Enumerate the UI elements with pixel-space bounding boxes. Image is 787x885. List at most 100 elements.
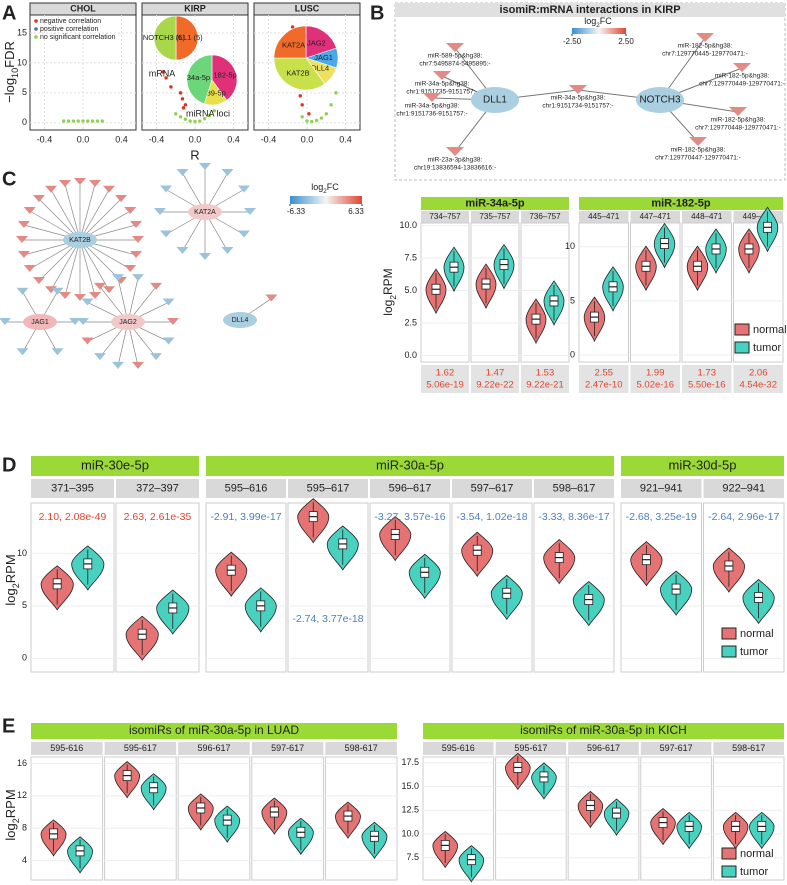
point	[300, 115, 304, 119]
isomir-node	[733, 63, 751, 72]
y-tick-label: 10.0	[401, 828, 419, 838]
y-axis-title: log2RPM	[381, 268, 398, 315]
mirna-node	[167, 318, 179, 325]
isomir-node	[446, 147, 464, 156]
x-tick-label: 0.4	[227, 134, 240, 144]
pie-slice	[273, 57, 326, 91]
mirna-node	[124, 207, 137, 214]
stat-label: 5.50e-16	[688, 380, 726, 391]
x-tick-label: 0.0	[301, 134, 314, 144]
facet-title: KIRP	[184, 3, 206, 13]
facet-panel	[567, 756, 640, 881]
facet-strip	[568, 742, 639, 755]
facet-strip	[178, 742, 250, 755]
panel-letter: E	[2, 715, 15, 737]
mirna-node	[221, 246, 234, 254]
point	[300, 103, 304, 107]
isomir-node	[689, 137, 707, 146]
mirna-node	[81, 298, 94, 306]
facet-strip	[104, 742, 177, 755]
mirna-node	[150, 282, 163, 290]
legend-label: tumor	[740, 866, 768, 878]
facet-panel	[369, 502, 451, 673]
color-bar	[572, 28, 626, 34]
point	[329, 103, 333, 107]
facet-panel	[640, 756, 712, 881]
y-axis-title-part: 2	[11, 818, 21, 823]
stat-label: -3.33, 8.36e-17	[538, 511, 609, 523]
edge	[79, 183, 96, 241]
x-tick-label: -0.4	[149, 134, 165, 144]
point	[62, 119, 66, 123]
facet-label: 372–397	[136, 482, 179, 494]
stat-label: 2.63, 2.61e-35	[124, 511, 192, 523]
y-tick-label: 5	[570, 295, 575, 305]
y-tick-label: 16	[17, 758, 27, 768]
point	[305, 119, 309, 123]
point	[161, 70, 165, 74]
facet-panel	[533, 502, 615, 673]
network-title: isomiR:mRNA interactions in KIRP	[499, 4, 680, 16]
mirna-node	[89, 292, 102, 300]
mirna-node	[199, 253, 211, 260]
facet-strip	[423, 742, 494, 755]
facet-title: LUSC	[295, 3, 320, 13]
point	[202, 116, 207, 121]
stat-label: 9.22e-22	[476, 380, 514, 391]
gene-label: KAT2A	[194, 209, 216, 216]
mirna-node	[58, 179, 71, 187]
facet-label: 597–617	[471, 482, 514, 494]
mirna-node	[150, 353, 163, 361]
mirna-node	[16, 348, 29, 356]
y-axis-title-part: log	[381, 300, 395, 316]
facet-strip	[325, 742, 397, 755]
point	[76, 119, 80, 123]
isomir-label: chr7:129770447-129770471:-	[655, 155, 741, 162]
mirna-node	[199, 163, 211, 170]
legend-tick: 2.50	[618, 37, 634, 46]
facet-strip	[521, 211, 569, 223]
legend-swatch	[734, 323, 750, 336]
facet-strip	[640, 742, 712, 755]
group-label: miR-30a-5p	[376, 457, 444, 472]
stat-label: 5.06e-19	[426, 380, 464, 391]
gene-node	[63, 232, 97, 248]
gene-node	[188, 204, 222, 220]
y-axis-title: −log10FDR	[2, 41, 20, 103]
facet-strip	[288, 479, 368, 498]
isomir-node	[423, 93, 441, 102]
y-tick-label: 15.0	[401, 781, 419, 791]
mirna-node	[221, 169, 234, 177]
mirna-node	[132, 274, 145, 282]
x-tick-label: -0.4	[37, 134, 53, 144]
facet-strip	[452, 479, 532, 498]
isomir-node	[696, 33, 714, 42]
mirna-node	[89, 179, 102, 187]
facet-label: 598-617	[345, 743, 378, 753]
isomir-node	[446, 43, 464, 52]
legend-label: tumor	[740, 646, 768, 658]
y-tick-label: 2.5	[404, 317, 417, 327]
point	[164, 76, 168, 80]
isomir-label: miR-34a-5p&hg38:	[415, 81, 470, 88]
mirna-node	[93, 282, 106, 290]
isomir-label: miR-34a-5p&hg38:	[405, 103, 460, 110]
mirna-node	[17, 220, 30, 228]
x-tick-label: 0.0	[77, 134, 90, 144]
y-axis-title-part: 2	[11, 583, 21, 588]
pie-label: DLL1 (5)	[174, 33, 204, 42]
mirna-node	[111, 274, 124, 282]
mirna-node	[162, 298, 175, 306]
point	[86, 119, 90, 123]
stat-label: -2.91, 3.99e-17	[210, 511, 281, 523]
facet-strip	[251, 742, 324, 755]
mirna-node	[237, 185, 250, 193]
gene-label: NOTCH3	[639, 95, 681, 106]
legend-label: no significant correlation	[40, 34, 116, 41]
stat-label: 2.55	[595, 368, 614, 379]
gene-label: KAT2B	[69, 237, 91, 244]
y-axis-title-part: FDR	[2, 41, 17, 68]
mirna-node	[93, 353, 106, 361]
isomir-label: miR-182-5p&hg38:	[671, 147, 726, 154]
facet-title: CHOL	[70, 3, 96, 13]
